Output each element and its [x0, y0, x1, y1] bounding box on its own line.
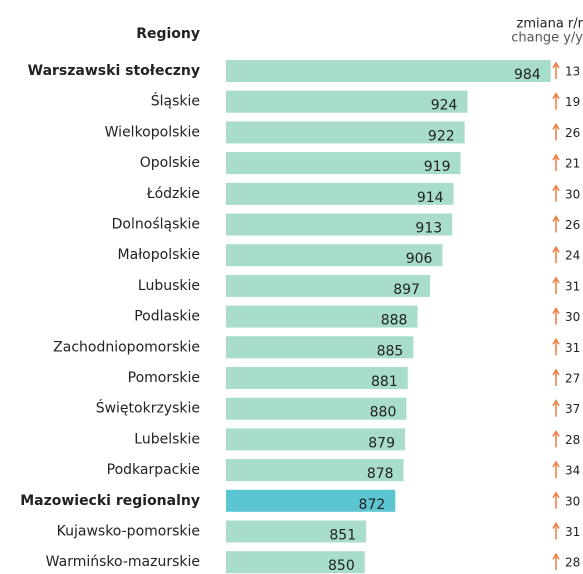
- bar: [226, 551, 365, 574]
- value-label: 880: [370, 405, 397, 421]
- arrow: [552, 215, 560, 233]
- value-label: 914: [417, 190, 444, 206]
- value-label: 897: [393, 282, 420, 298]
- category-label: Łódzkie: [146, 186, 200, 202]
- value-label: 924: [431, 98, 458, 114]
- bar: [226, 213, 453, 236]
- change-header: change y/y: [511, 31, 583, 46]
- change-label: 37: [565, 402, 580, 416]
- value-label: 913: [415, 221, 442, 237]
- change-label: 31: [565, 279, 580, 293]
- category-label: Śląskie: [151, 92, 200, 110]
- category-label: Mazowiecki regionalny: [20, 493, 200, 509]
- bar: [226, 90, 468, 113]
- bar: [226, 305, 418, 328]
- change-label: 24: [565, 249, 580, 263]
- change-label: 30: [565, 494, 580, 508]
- arrow: [552, 368, 560, 386]
- change-label: 26: [565, 218, 580, 232]
- change-label: 28: [565, 556, 580, 570]
- change-label: 31: [565, 525, 580, 539]
- value-label: 885: [377, 343, 404, 359]
- bar: [226, 121, 465, 144]
- change-label: 28: [565, 433, 580, 447]
- category-label: Wielkopolskie: [105, 124, 200, 140]
- category-label: Świętokrzyskie: [96, 399, 200, 417]
- category-label: Warszawski stołeczny: [28, 63, 200, 79]
- bar: [226, 182, 454, 205]
- arrow: [552, 153, 560, 172]
- arrow: [552, 460, 560, 479]
- arrow: [552, 522, 560, 540]
- category-label: Pomorskie: [128, 370, 200, 386]
- bar: [226, 60, 551, 82]
- category-label: Zachodniopomorskie: [53, 339, 200, 355]
- change-label: 27: [565, 372, 580, 386]
- bar: [226, 152, 461, 175]
- change-label: 13: [565, 65, 580, 79]
- change-label: 26: [565, 126, 580, 140]
- value-label: 888: [381, 313, 408, 329]
- bar: [226, 336, 414, 359]
- arrow: [552, 276, 560, 294]
- value-label: 851: [329, 528, 356, 544]
- bar: [226, 397, 407, 420]
- category-label: Dolnośląskie: [112, 217, 200, 233]
- bar: [226, 367, 408, 389]
- category-label: Opolskie: [140, 155, 200, 171]
- category-label: Warmińsko-mazurskie: [46, 554, 200, 570]
- bar: [226, 489, 396, 512]
- change-label: 34: [565, 464, 580, 478]
- category-label: Podkarpackie: [107, 462, 200, 478]
- arrow: [552, 337, 560, 356]
- value-label: 881: [371, 374, 398, 390]
- arrow: [552, 399, 560, 417]
- bar: [226, 274, 430, 297]
- category-label: Małopolskie: [118, 247, 200, 263]
- change-label: 30: [565, 310, 580, 324]
- change-label: 19: [565, 95, 580, 109]
- arrow: [552, 491, 560, 509]
- change-label: 31: [565, 341, 580, 355]
- change-label: 30: [565, 187, 580, 201]
- category-label: Lubelskie: [134, 431, 200, 447]
- arrow: [552, 307, 560, 325]
- arrow: [552, 184, 560, 202]
- arrow: [552, 429, 560, 448]
- category-label: Kujawsko-pomorskie: [57, 524, 200, 540]
- arrow: [552, 61, 560, 79]
- value-label: 919: [424, 159, 451, 175]
- change-header: zmiana r/r: [517, 17, 583, 32]
- value-label: 878: [367, 466, 394, 482]
- change-label: 21: [565, 157, 580, 171]
- value-label: 984: [514, 67, 541, 83]
- value-label: 879: [368, 435, 395, 451]
- value-label: 850: [328, 558, 355, 574]
- value-label: 872: [359, 497, 386, 513]
- category-label: Podlaskie: [134, 309, 200, 325]
- arrow: [552, 92, 560, 110]
- category-label: Lubuskie: [138, 278, 200, 294]
- bar: [226, 428, 405, 451]
- value-label: 922: [428, 128, 455, 144]
- category-header: Regiony: [136, 26, 200, 42]
- arrow: [552, 122, 560, 141]
- arrow: [552, 245, 560, 264]
- bar: [226, 520, 367, 543]
- bar: [226, 459, 404, 482]
- value-label: 906: [406, 251, 433, 267]
- arrow: [552, 552, 560, 571]
- bar: [226, 244, 443, 267]
